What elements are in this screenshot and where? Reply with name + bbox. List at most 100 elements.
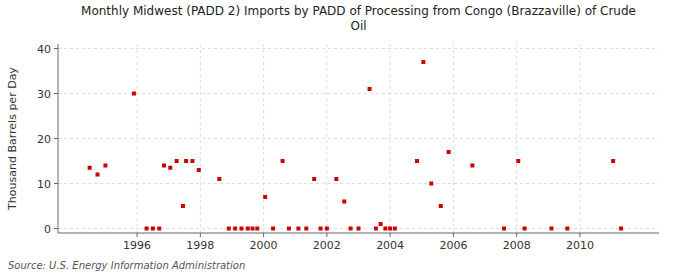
tick-label: 1996: [123, 239, 151, 252]
tick: [390, 233, 391, 237]
point: [287, 227, 291, 231]
point: [349, 227, 353, 231]
tick-label: 40: [37, 43, 51, 56]
title-line: Monthly Midwest (PADD 2) Imports by PADD…: [81, 4, 636, 18]
point: [88, 166, 92, 170]
point: [611, 159, 615, 163]
point: [271, 227, 275, 231]
point: [96, 173, 100, 177]
tick: [54, 228, 58, 229]
point: [516, 159, 520, 163]
point: [239, 227, 243, 231]
point: [368, 87, 372, 91]
grid-line: [326, 44, 327, 233]
point: [379, 222, 383, 226]
grid-line: [58, 183, 659, 184]
point: [470, 164, 474, 168]
y-axis: [58, 44, 59, 233]
tick-label: 2004: [376, 239, 404, 252]
point: [619, 227, 623, 231]
point: [415, 159, 419, 163]
x-axis: [58, 233, 659, 234]
point: [190, 159, 194, 163]
tick-label: 2008: [503, 239, 531, 252]
point: [565, 227, 569, 231]
points: [88, 60, 623, 231]
tick-label: 2000: [250, 239, 278, 252]
point: [388, 227, 392, 231]
tick-label: 2006: [439, 239, 467, 252]
point: [439, 204, 443, 208]
point: [175, 159, 179, 163]
tick: [516, 233, 517, 237]
tick: [326, 233, 327, 237]
point: [393, 227, 397, 231]
point: [502, 227, 506, 231]
grid-line: [453, 44, 454, 233]
point: [103, 164, 107, 168]
point: [549, 227, 553, 231]
tick-label: 1998: [186, 239, 214, 252]
point: [251, 227, 255, 231]
tick-label: 30: [37, 88, 51, 101]
tick: [54, 138, 58, 139]
point: [296, 227, 300, 231]
tick-label: 10: [37, 178, 51, 191]
point: [334, 177, 338, 181]
grid-line: [58, 93, 659, 94]
tick-label: 2002: [313, 239, 341, 252]
point: [523, 227, 527, 231]
tick: [263, 233, 264, 237]
point: [168, 166, 172, 170]
point: [357, 227, 361, 231]
point: [217, 177, 221, 181]
point: [233, 227, 237, 231]
point: [304, 227, 308, 231]
point: [151, 227, 155, 231]
title: Monthly Midwest (PADD 2) Imports by PADD…: [81, 4, 636, 33]
tick: [579, 233, 580, 237]
annotation: Source: U.S. Energy Information Administ…: [8, 260, 245, 271]
point: [281, 159, 285, 163]
tick: [54, 48, 58, 49]
point: [255, 227, 259, 231]
chart: 0 10 20 30 40 1996 1998 2000 2002 2004 2006 2008 201…: [0, 0, 675, 275]
grid-line: [58, 138, 659, 139]
grid-line: [516, 44, 517, 233]
point: [447, 150, 451, 154]
tick: [54, 183, 58, 184]
tick: [453, 233, 454, 237]
point: [246, 227, 250, 231]
grid-line: [263, 44, 264, 233]
point: [197, 168, 201, 172]
tick: [137, 233, 138, 237]
point: [421, 60, 425, 64]
point: [227, 227, 231, 231]
grid-line: [200, 44, 201, 233]
tick-label: 2010: [566, 239, 594, 252]
grid-line: [390, 44, 391, 233]
point: [319, 227, 323, 231]
grid-line: [137, 44, 138, 233]
point: [383, 227, 387, 231]
grid-line: [58, 48, 659, 49]
tick-label: 0: [44, 223, 51, 236]
y-label: Thousand Barrels per Day: [6, 67, 19, 211]
point: [325, 227, 329, 231]
grid-line: [579, 44, 580, 233]
point: [342, 200, 346, 204]
point: [162, 164, 166, 168]
point: [181, 204, 185, 208]
point: [132, 92, 136, 96]
title-line: Oil: [350, 19, 366, 33]
tick: [200, 233, 201, 237]
point: [157, 227, 161, 231]
point: [145, 227, 149, 231]
point: [312, 177, 316, 181]
point: [429, 182, 433, 186]
point: [374, 227, 378, 231]
point: [184, 159, 188, 163]
tick-label: 20: [37, 133, 51, 146]
tick: [54, 93, 58, 94]
point: [263, 195, 267, 199]
